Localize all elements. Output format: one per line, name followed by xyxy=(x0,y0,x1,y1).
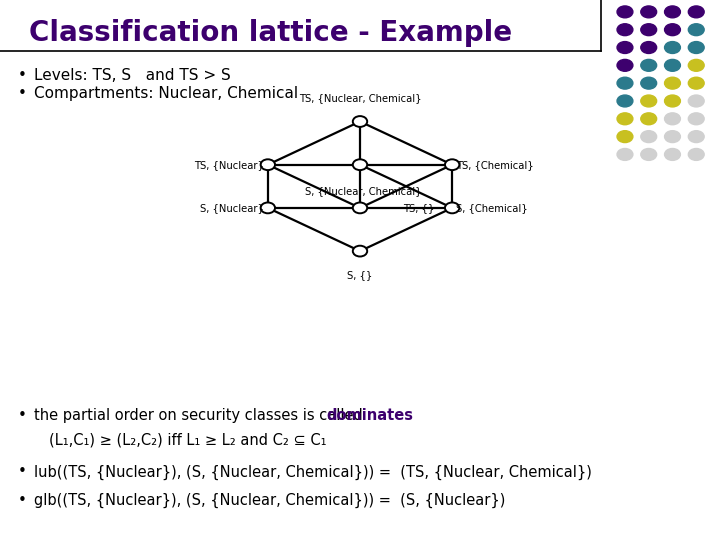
Circle shape xyxy=(688,77,704,89)
Text: the partial order on security classes is called: the partial order on security classes is… xyxy=(34,408,367,423)
Circle shape xyxy=(665,24,680,36)
Text: S, {Nuclear, Chemical}: S, {Nuclear, Chemical} xyxy=(305,186,422,197)
Circle shape xyxy=(617,42,633,53)
Circle shape xyxy=(353,159,367,170)
Text: •: • xyxy=(18,86,27,102)
Text: lub((TS, {Nuclear}), (S, {Nuclear, Chemical})) =  (TS, {Nuclear, Chemical}): lub((TS, {Nuclear}), (S, {Nuclear, Chemi… xyxy=(34,464,592,480)
Circle shape xyxy=(665,131,680,143)
Circle shape xyxy=(688,24,704,36)
Circle shape xyxy=(445,202,459,213)
Text: TS, {Nuclear}: TS, {Nuclear} xyxy=(194,160,264,170)
Circle shape xyxy=(641,148,657,160)
Circle shape xyxy=(617,131,633,143)
Circle shape xyxy=(641,6,657,18)
Circle shape xyxy=(665,95,680,107)
Circle shape xyxy=(688,6,704,18)
Circle shape xyxy=(641,59,657,71)
Text: TS, {Chemical}: TS, {Chemical} xyxy=(456,160,534,170)
Circle shape xyxy=(617,6,633,18)
Circle shape xyxy=(353,246,367,256)
Text: •: • xyxy=(18,408,27,423)
Text: (L₁,C₁) ≥ (L₂,C₂) iff L₁ ≥ L₂ and C₂ ⊆ C₁: (L₁,C₁) ≥ (L₂,C₂) iff L₁ ≥ L₂ and C₂ ⊆ C… xyxy=(49,433,326,448)
Circle shape xyxy=(688,113,704,125)
Circle shape xyxy=(353,202,367,213)
Text: •: • xyxy=(18,493,27,508)
Text: dominates: dominates xyxy=(327,408,413,423)
Circle shape xyxy=(617,113,633,125)
Circle shape xyxy=(617,77,633,89)
Text: S, {}: S, {} xyxy=(347,270,373,280)
Text: glb((TS, {Nuclear}), (S, {Nuclear, Chemical})) =  (S, {Nuclear}): glb((TS, {Nuclear}), (S, {Nuclear, Chemi… xyxy=(34,493,505,508)
Circle shape xyxy=(688,148,704,160)
Circle shape xyxy=(665,6,680,18)
Text: S, {Nuclear}: S, {Nuclear} xyxy=(200,203,264,213)
Circle shape xyxy=(665,59,680,71)
Circle shape xyxy=(641,42,657,53)
Circle shape xyxy=(688,59,704,71)
Circle shape xyxy=(617,59,633,71)
Text: S, {Chemical}: S, {Chemical} xyxy=(456,203,528,213)
Circle shape xyxy=(641,113,657,125)
Text: TS, {Nuclear, Chemical}: TS, {Nuclear, Chemical} xyxy=(299,92,421,103)
Circle shape xyxy=(688,95,704,107)
Circle shape xyxy=(641,131,657,143)
Circle shape xyxy=(688,131,704,143)
Circle shape xyxy=(261,202,275,213)
Circle shape xyxy=(445,159,459,170)
Text: Compartments: Nuclear, Chemical: Compartments: Nuclear, Chemical xyxy=(34,86,298,102)
Circle shape xyxy=(641,24,657,36)
Circle shape xyxy=(353,116,367,127)
Circle shape xyxy=(617,24,633,36)
Text: Levels: TS, S   and TS > S: Levels: TS, S and TS > S xyxy=(34,68,230,83)
Circle shape xyxy=(617,148,633,160)
Circle shape xyxy=(641,95,657,107)
Circle shape xyxy=(688,42,704,53)
Circle shape xyxy=(665,113,680,125)
Text: TS, {}: TS, {} xyxy=(403,203,435,213)
Circle shape xyxy=(261,159,275,170)
Text: •: • xyxy=(18,464,27,480)
Circle shape xyxy=(641,77,657,89)
Circle shape xyxy=(665,148,680,160)
Circle shape xyxy=(665,42,680,53)
Text: Classification lattice - Example: Classification lattice - Example xyxy=(29,19,512,47)
Circle shape xyxy=(665,77,680,89)
Circle shape xyxy=(617,95,633,107)
Text: •: • xyxy=(18,68,27,83)
